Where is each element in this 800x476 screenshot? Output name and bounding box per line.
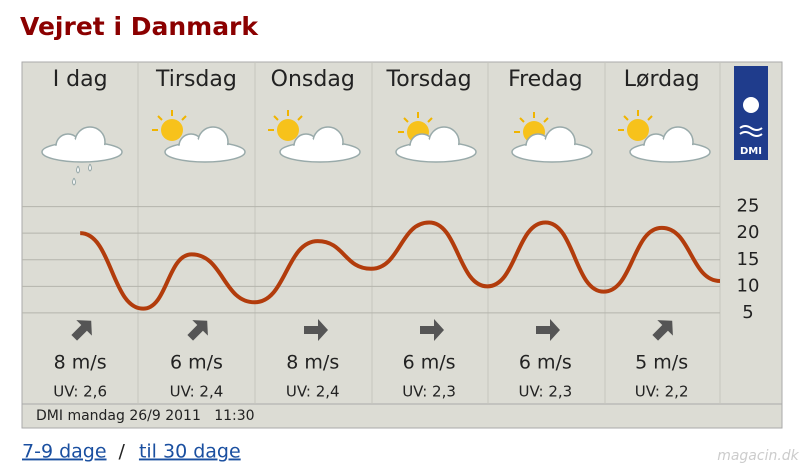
uv-index: UV: 2,6 — [53, 383, 107, 401]
weather-icons — [41, 109, 711, 186]
y-tick-label: 5 — [742, 302, 753, 323]
uv-index: UV: 2,4 — [170, 383, 224, 401]
y-tick-label: 25 — [737, 196, 760, 217]
y-tick-label: 10 — [737, 275, 760, 296]
uv-index: UV: 2,2 — [635, 383, 689, 401]
day-name: Tirsdag — [155, 67, 237, 92]
timestamp: DMI mandag 26/9 2011 11:30 — [36, 408, 255, 424]
link-separator: / — [119, 441, 126, 463]
link[interactable]: 7-9 dage — [22, 441, 107, 463]
day-name: I dag — [53, 67, 108, 92]
watermark: magacin.dk — [717, 448, 799, 464]
day-name: Lørdag — [624, 67, 700, 92]
logo-waves — [739, 125, 763, 137]
uv-index: UV: 2,4 — [286, 383, 340, 401]
page-title: Vejret i Danmark — [20, 12, 259, 41]
wind-speed: 6 m/s — [519, 352, 572, 374]
day-name: Onsdag — [271, 67, 355, 92]
y-tick-label: 15 — [737, 249, 760, 270]
wind-speed: 5 m/s — [635, 352, 688, 374]
wind-speed: 8 m/s — [54, 352, 107, 374]
wind-speed: 6 m/s — [403, 352, 456, 374]
wind-speed: 6 m/s — [170, 352, 223, 374]
logo-text: DMI — [740, 146, 762, 157]
y-tick-label: 20 — [737, 222, 760, 243]
day-name: Torsdag — [386, 67, 472, 92]
wind-speed: 8 m/s — [286, 352, 339, 374]
logo-sun — [743, 97, 759, 113]
uv-index: UV: 2,3 — [518, 383, 572, 401]
uv-index: UV: 2,3 — [402, 383, 456, 401]
day-name: Fredag — [508, 67, 583, 92]
temperature-line — [79, 220, 721, 311]
link[interactable]: til 30 dage — [139, 441, 241, 463]
